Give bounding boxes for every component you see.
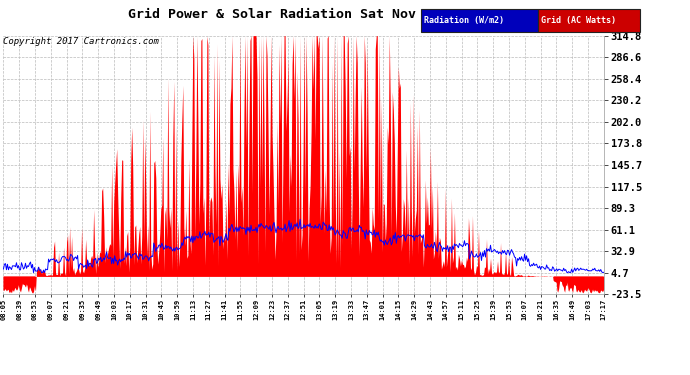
Text: Radiation (W/m2): Radiation (W/m2)	[424, 16, 504, 25]
Text: Copyright 2017 Cartronics.com: Copyright 2017 Cartronics.com	[3, 38, 159, 46]
Text: Grid (AC Watts): Grid (AC Watts)	[541, 16, 616, 25]
Text: Grid Power & Solar Radiation Sat Nov 4 17:22: Grid Power & Solar Radiation Sat Nov 4 1…	[128, 8, 480, 21]
